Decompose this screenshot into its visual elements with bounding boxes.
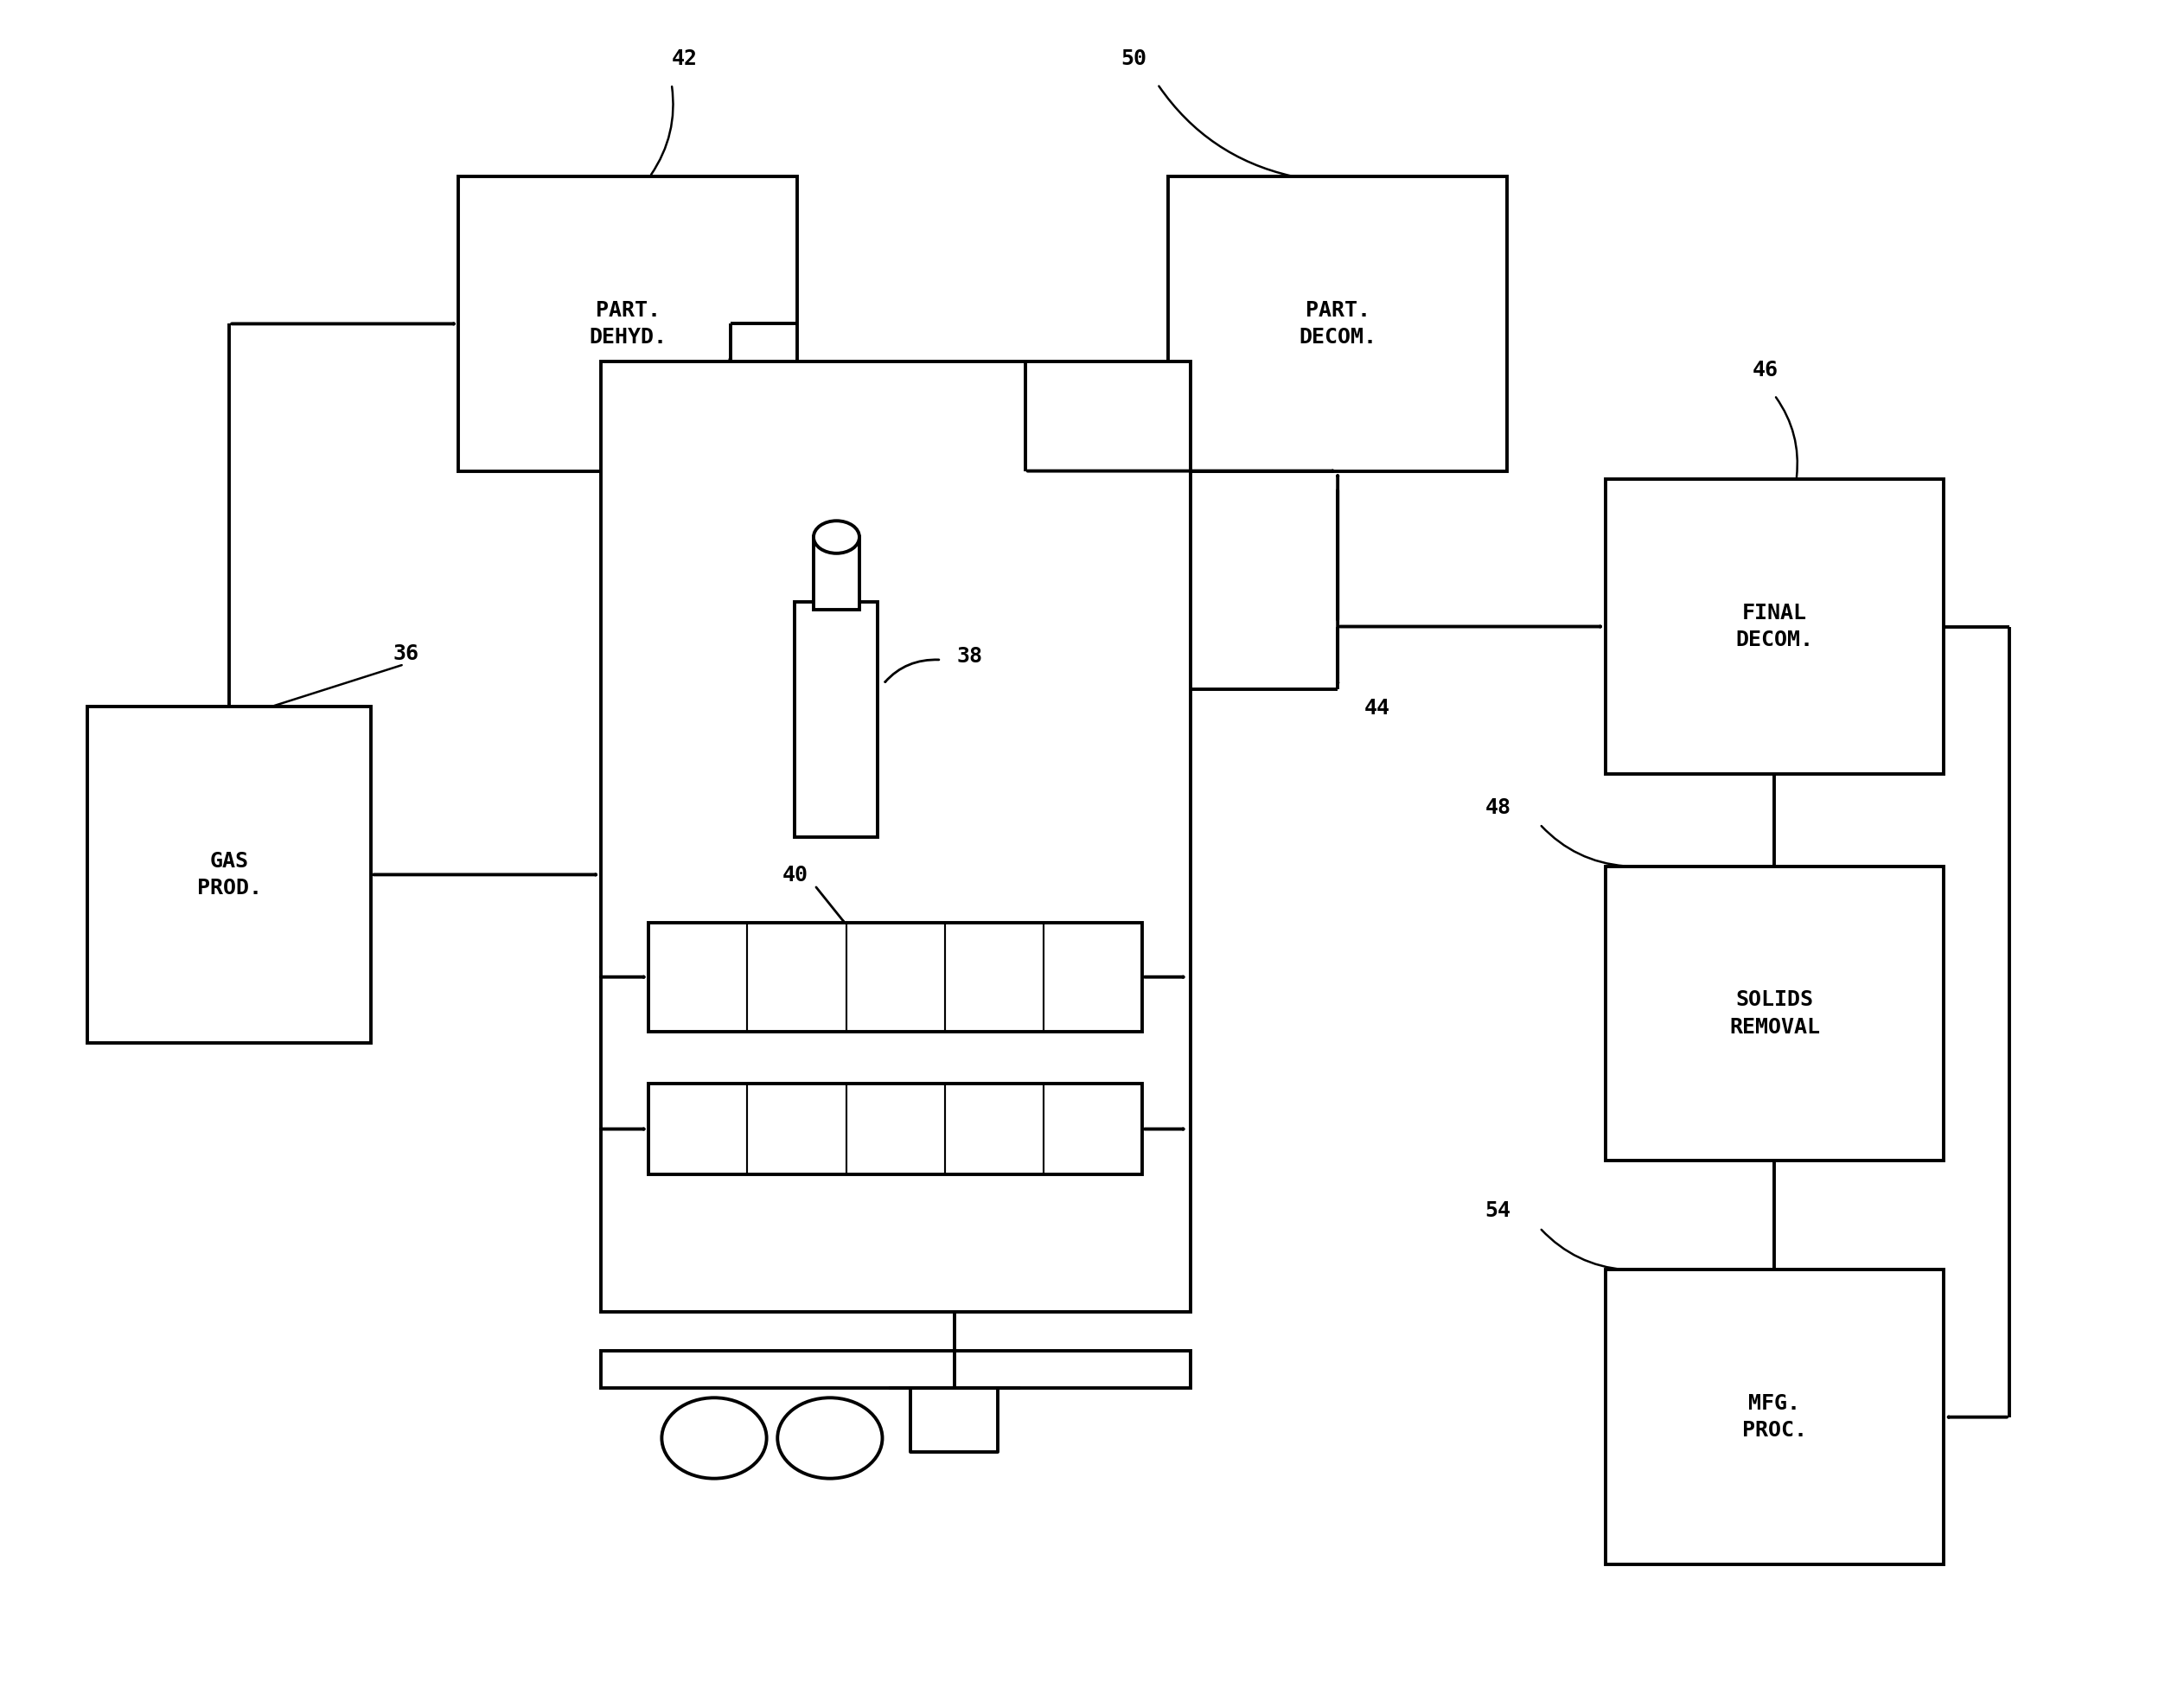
- Bar: [601, 1351, 1190, 1388]
- Text: SOLIDS
REMOVAL: SOLIDS REMOVAL: [1730, 989, 1819, 1038]
- Text: 44: 44: [1363, 698, 1389, 718]
- Text: FINAL
DECOM.: FINAL DECOM.: [1736, 602, 1813, 651]
- Bar: [459, 177, 797, 471]
- Bar: [649, 922, 1142, 1031]
- Text: 40: 40: [782, 865, 808, 885]
- Bar: [87, 706, 371, 1043]
- Bar: [1168, 177, 1507, 471]
- Text: PART.
DEHYD.: PART. DEHYD.: [590, 299, 666, 348]
- Text: PART.
DECOM.: PART. DECOM.: [1299, 299, 1376, 348]
- Bar: [812, 537, 858, 609]
- Text: 48: 48: [1485, 797, 1511, 817]
- Text: 46: 46: [1752, 360, 1778, 380]
- Text: 42: 42: [673, 49, 697, 69]
- Ellipse shape: [812, 521, 858, 553]
- Bar: [1605, 866, 1944, 1161]
- Bar: [601, 362, 1190, 1312]
- Text: GAS
PROD.: GAS PROD.: [197, 851, 262, 898]
- Circle shape: [778, 1398, 882, 1478]
- Bar: [795, 602, 878, 838]
- Bar: [1605, 1270, 1944, 1564]
- Text: 50: 50: [1120, 49, 1147, 69]
- Circle shape: [662, 1398, 767, 1478]
- Text: MFG.
PROC.: MFG. PROC.: [1743, 1393, 1806, 1441]
- Text: 36: 36: [393, 644, 419, 664]
- Text: 54: 54: [1485, 1201, 1511, 1221]
- Text: 38: 38: [957, 646, 983, 666]
- Bar: [1605, 479, 1944, 774]
- Bar: [649, 1083, 1142, 1174]
